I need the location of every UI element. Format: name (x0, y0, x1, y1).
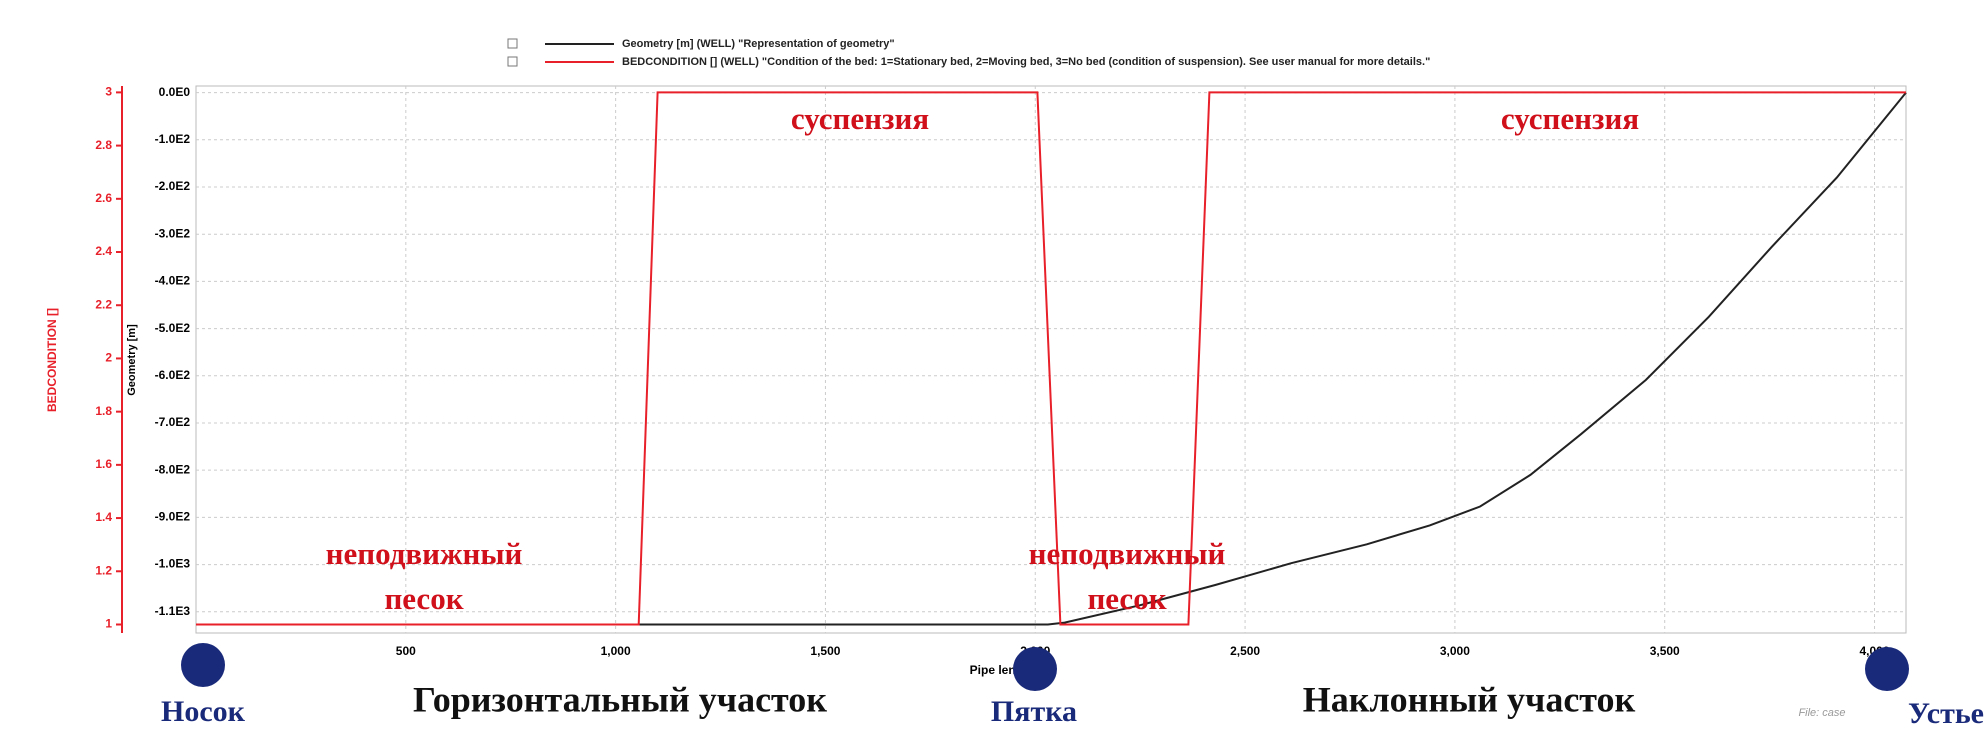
x-tick-label: 2,500 (1230, 644, 1260, 658)
annotation: неподвижный (1029, 536, 1226, 571)
annotation: суспензия (1501, 101, 1639, 136)
legend-label: Geometry [m] (WELL) "Representation of g… (622, 38, 895, 50)
plot-frame (195, 85, 1907, 634)
y2-axis-title: Geometry [m] (126, 324, 138, 396)
y-tick-label: 2.6 (95, 191, 112, 205)
file-note: File: case (1798, 707, 1845, 719)
y-tick-label: 2.2 (95, 297, 112, 311)
location-marker (1865, 647, 1909, 691)
y-tick-label: 1 (105, 617, 112, 631)
y-tick-label: 1.4 (95, 510, 112, 524)
location-marker (1013, 647, 1057, 691)
y2-tick-label: -1.0E2 (155, 132, 191, 146)
y2-tick-label: -6.0E2 (155, 368, 191, 382)
y2-tick-label: -8.0E2 (155, 462, 191, 476)
y-tick-label: 2.4 (95, 244, 112, 258)
x-tick-label: 1,500 (810, 644, 840, 658)
section-label: Горизонтальный участок (413, 679, 827, 719)
y-tick-label: 1.6 (95, 457, 112, 471)
y2-tick-label: -3.0E2 (155, 226, 191, 240)
y-tick-label: 1.2 (95, 563, 112, 577)
series-line (196, 91, 1906, 626)
y-tick-label: 2.8 (95, 138, 112, 152)
y2-tick-label: -7.0E2 (155, 415, 191, 429)
y-tick-label: 3 (105, 85, 112, 99)
legend-checkbox (507, 38, 518, 49)
y2-tick-label: -2.0E2 (155, 179, 191, 193)
annotation: неподвижный (326, 536, 523, 571)
marker-label: Устье (1908, 697, 1984, 730)
x-tick-label: 3,000 (1440, 644, 1470, 658)
y2-tick-label: -1.1E3 (155, 604, 191, 618)
marker-label: Носок (161, 695, 246, 728)
y-axis-title: BEDCONDITION [] (45, 308, 59, 412)
y2-tick-label: -4.0E2 (155, 274, 191, 288)
x-tick-label: 1,000 (601, 644, 631, 658)
annotation: суспензия (791, 101, 929, 136)
y2-tick-label: 0.0E0 (159, 85, 191, 99)
y2-tick-label: -1.0E3 (155, 557, 191, 571)
y2-tick-label: -9.0E2 (155, 510, 191, 524)
x-tick-label: 500 (396, 644, 416, 658)
section-label: Наклонный участок (1303, 679, 1636, 719)
location-marker (181, 643, 225, 687)
y2-tick-label: -5.0E2 (155, 321, 191, 335)
y-tick-label: 1.8 (95, 404, 112, 418)
annotation: песок (1087, 581, 1166, 616)
marker-label: Пятка (991, 695, 1077, 728)
legend-label: BEDCONDITION [] (WELL) "Condition of the… (622, 56, 1430, 68)
series-line (196, 91, 1907, 626)
annotation: песок (384, 581, 463, 616)
x-tick-label: 3,500 (1650, 644, 1680, 658)
y-tick-label: 2 (105, 351, 112, 365)
legend-checkbox (507, 56, 518, 67)
